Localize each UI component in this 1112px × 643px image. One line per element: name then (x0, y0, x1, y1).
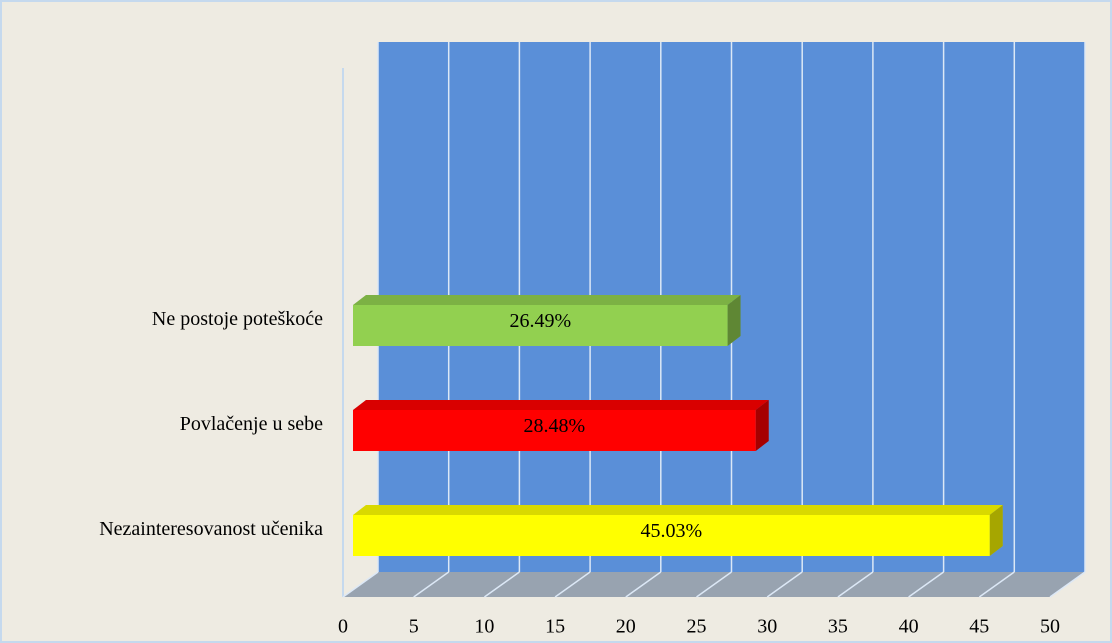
floor-grid-line (413, 571, 450, 598)
bar (353, 515, 990, 556)
floor-grid-line (837, 571, 874, 598)
bar-top (353, 295, 741, 305)
y-tick-label: Ne postoje poteškoće (152, 308, 323, 330)
bar-top-shade (353, 295, 741, 305)
x-tick-label: 40 (899, 616, 919, 638)
x-tick-label: 10 (474, 616, 494, 638)
y-tick-label: Nezainteresovanost učenika (99, 518, 323, 540)
bar (353, 410, 756, 451)
x-tick-label: 5 (409, 616, 419, 638)
bar (353, 305, 728, 346)
x-tick-label: 25 (687, 616, 707, 638)
y-tick-label: Povlačenje u sebe (180, 413, 323, 435)
bar-side (755, 400, 769, 451)
floor-grid-line (483, 571, 520, 598)
bar-side (727, 295, 741, 346)
floor-grid-line (1049, 571, 1086, 598)
floor-grid-line (908, 571, 945, 598)
bar-top (353, 400, 769, 410)
bar-side-shade (989, 505, 1003, 556)
bar-top-shade (353, 505, 1003, 515)
data-label: 45.03% (641, 520, 703, 542)
bar-side (989, 505, 1003, 556)
floor-grid-line (342, 571, 379, 598)
floor-grid-line (554, 571, 591, 598)
floor-grid-line (978, 571, 1015, 598)
x-tick-label: 0 (338, 616, 348, 638)
x-tick-label: 35 (828, 616, 848, 638)
x-tick-label: 45 (969, 616, 989, 638)
x-tick-label: 20 (616, 616, 636, 638)
bar-top (353, 505, 1003, 515)
bar-side-shade (755, 400, 769, 451)
data-label: 26.49% (509, 310, 571, 332)
bar-top-shade (353, 400, 769, 410)
floor-grid-line (625, 571, 662, 598)
floor-grid-line (766, 571, 803, 598)
x-tick-label: 50 (1040, 616, 1060, 638)
x-tick-label: 15 (545, 616, 565, 638)
bar-side-shade (727, 295, 741, 346)
x-tick-label: 30 (757, 616, 777, 638)
floor-grid-line (696, 571, 732, 598)
data-label: 28.48% (524, 415, 586, 437)
